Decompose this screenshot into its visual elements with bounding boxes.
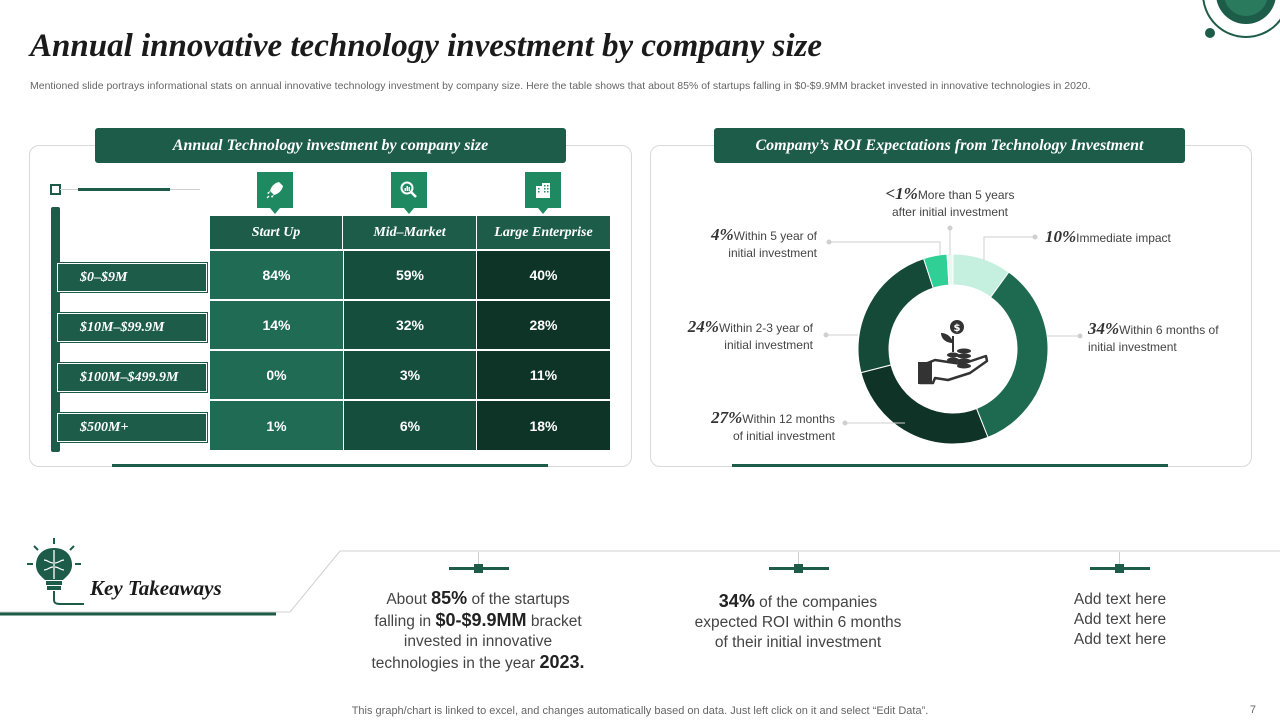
takeaway-2-connector-dot: [794, 564, 803, 573]
corner-circle-decoration: [1202, 0, 1280, 38]
table-cell: 3%: [344, 351, 477, 400]
table-panel-header: Annual Technology investment by company …: [95, 128, 566, 163]
table-cell: 32%: [344, 301, 477, 350]
column-header-mid-market: Mid–Market: [343, 216, 477, 249]
takeaway-3-text[interactable]: Add text here Add text here Add text her…: [1073, 591, 1167, 648]
table-cell: 18%: [477, 401, 610, 450]
row-label-500m-plus: $500M+: [56, 412, 208, 443]
svg-text:$: $: [954, 323, 961, 334]
table-cell: 59%: [344, 251, 477, 300]
donut-label-more-than-5-years: <1%More than 5 years after initial invest…: [885, 184, 1015, 219]
table-cell: 84%: [210, 251, 344, 300]
table-cell: 6%: [344, 401, 477, 450]
slide-subtitle: Mentioned slide portrays informational s…: [30, 80, 1091, 92]
donut-label-12-months: 27%Within 12 months of initial investment: [711, 408, 835, 443]
takeaway-1-tick: [478, 552, 479, 566]
key-takeaways-divider: [0, 550, 1280, 616]
table-cell: 40%: [477, 251, 610, 300]
table-cell: 14%: [210, 301, 344, 350]
key-takeaways-title: Key Takeaways: [90, 576, 222, 600]
roi-panel-header: Company’s ROI Expectations from Technolo…: [714, 128, 1185, 163]
takeaway-1-text: About 85% of the startups falling in $0-…: [371, 588, 585, 672]
donut-label-immediate: 10%Immediate impact: [1045, 227, 1171, 246]
building-icon: [525, 172, 561, 214]
column-header-start-up: Start Up: [210, 216, 343, 249]
table-cell: 1%: [210, 401, 344, 450]
takeaway-3-connector-dot: [1115, 564, 1124, 573]
takeaway-3-tick: [1119, 552, 1120, 566]
brain-bulb-icon: [27, 538, 84, 605]
rocket-icon: [257, 172, 293, 214]
donut-slice-1: [975, 271, 1049, 438]
axis-top-thin-line: [170, 189, 200, 190]
row-label-0-9m: $0–$9M: [56, 262, 208, 293]
takeaway-1-connector-dot: [474, 564, 483, 573]
row-axis-bar: [51, 207, 60, 452]
takeaway-2-tick: [798, 552, 799, 566]
takeaway-2-text: 34% of the companies expected ROI within…: [694, 591, 902, 651]
slide-title: Annual innovative technology investment …: [30, 28, 822, 64]
row-label-10m-99m: $10M–$99.9M: [56, 312, 208, 343]
donut-slice-3: [857, 258, 934, 374]
column-header-large-enterprise: Large Enterprise: [477, 216, 610, 249]
table-cell: 11%: [477, 351, 610, 400]
table-cell: 0%: [210, 351, 344, 400]
donut-label-2-3-years: 24%Within 2-3 year of initial investment: [687, 317, 813, 352]
donut-slice-5: [946, 253, 954, 286]
magnifier-chart-icon: [391, 172, 427, 214]
table-panel-underline: [112, 464, 548, 467]
donut-label-5-years: 4%Within 5 year of initial investment: [710, 225, 817, 260]
footer-note: This graph/chart is linked to excel, and…: [351, 705, 929, 717]
axis-top-connector: [60, 189, 78, 190]
row-label-100m-499m: $100M–$499.9M: [56, 362, 208, 393]
roi-panel-underline: [732, 464, 1168, 467]
table-cell: 28%: [477, 301, 610, 350]
axis-top-line: [78, 188, 170, 191]
donut-label-6-months: 34%Within 6 months of initial investment: [1088, 319, 1219, 354]
hand-money-plant-icon: $: [918, 320, 989, 385]
page-number: 7: [1249, 704, 1256, 716]
